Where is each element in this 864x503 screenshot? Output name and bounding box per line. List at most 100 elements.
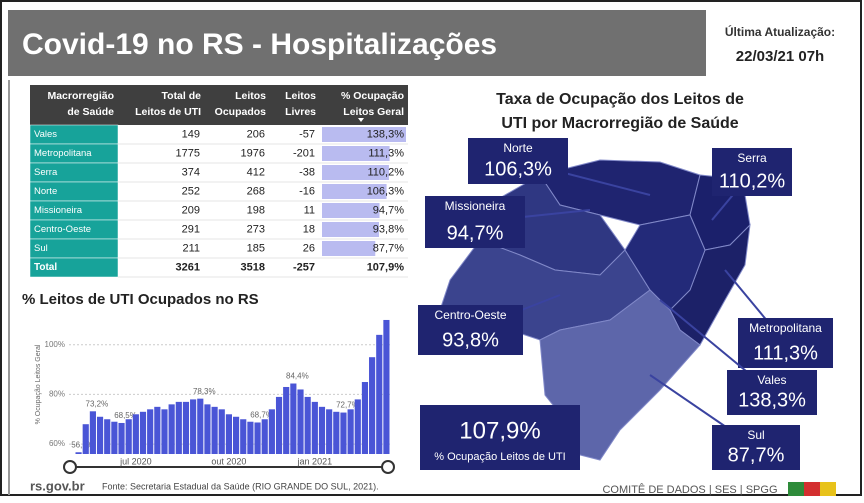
sort-icon [358,118,364,122]
cell: 3261 [176,261,200,273]
value-label: 56,7% [71,440,94,449]
table-header [30,85,408,125]
region-box [418,305,523,355]
bar [182,401,190,454]
column-header: Ocupados [215,106,267,118]
flag-stripe [804,482,820,496]
region-value: 87,7% [728,444,785,466]
cell: 11 [304,204,315,216]
bar [82,424,89,454]
cell: 198 [247,204,265,216]
column-header: de Saúde [67,106,114,118]
cell: 412 [247,166,265,178]
region-box [425,196,525,248]
pct-bar [322,127,406,142]
bar [340,412,347,454]
cell: 185 [247,242,265,254]
bar [96,416,104,454]
region-name: Vales [757,373,786,387]
bar [254,422,261,454]
slider-handle[interactable] [381,460,395,474]
bar [89,411,96,454]
left-rule [8,80,10,495]
flag-stripe [788,482,804,496]
bar [197,398,204,454]
region-name: Sul [34,243,48,254]
bar [104,419,111,454]
bar [326,409,333,454]
update-label: Última Atualização: [725,24,835,39]
column-header: Total de [162,90,202,102]
bar [383,319,390,454]
y-tick-label: 60% [49,439,65,448]
bar [190,399,197,454]
bar [376,334,383,454]
bar [225,414,232,454]
column-header: % Ocupação [341,90,404,102]
value-label: 72,7% [336,401,359,410]
map-title: Taxa de Ocupação dos Leitos de UTI por Ma… [496,91,744,132]
pct-bar [322,222,379,237]
region-value: 138,3% [738,389,806,411]
cell: 1976 [241,147,265,159]
bar [261,419,268,454]
bar [161,409,168,454]
cell: -16 [299,185,315,197]
region-name: Serra [737,151,767,165]
pct-cell: 138,3% [367,128,405,140]
region-box [727,370,817,415]
column-header: Leitos de UTI [135,106,201,118]
column-header: Macrorregião [47,90,114,102]
bar [318,406,326,454]
bar [233,416,240,454]
region-name: Centro-Oeste [434,308,506,322]
region-value: 111,3% [753,342,818,364]
region-name: Total [34,262,57,273]
cell: 252 [182,185,200,197]
column-header: Livres [285,106,316,118]
bar [125,419,132,454]
region-name: Metropolitana [34,148,92,159]
cell: 374 [182,166,200,178]
region-name: Missioneira [445,199,506,213]
pct-cell: 87,7% [373,242,404,254]
bar [361,382,369,454]
column-header: Leitos [235,90,266,102]
bar [297,389,304,454]
bar [168,404,175,454]
y-tick-label: 100% [45,340,65,349]
y-tick-label: 80% [49,390,65,399]
value-label: 84,4% [286,372,309,381]
bar [333,411,340,454]
bar [175,401,182,454]
bar [311,401,318,454]
bar [354,399,361,454]
cell: 26 [303,242,315,254]
cell: 206 [247,128,265,140]
pct-bar [322,184,387,199]
region-name: Missioneira [34,205,83,216]
pct-cell: 94,7% [373,204,404,216]
pct-cell: 110,2% [368,166,405,178]
pct-cell: 93,8% [373,223,404,235]
value-label: 78,3% [193,387,216,396]
column-header: Leitos [285,90,316,102]
slider-handle[interactable] [63,460,77,474]
bar [111,421,118,454]
bar [347,409,354,454]
cell: -201 [293,147,315,159]
cell: 291 [182,223,200,235]
update-value: 22/03/21 07h [736,48,824,65]
site: rs.gov.br [30,478,85,493]
region-name: Metropolitana [749,321,822,335]
bar [369,357,376,454]
pct-bar [322,241,376,256]
chart-title: % Leitos de UTI Ocupados no RS [22,291,259,308]
region-name: Vales [34,129,57,140]
pct-cell: 111,3% [368,147,404,159]
bar [204,404,211,454]
region-box [738,318,833,368]
cell: -257 [293,261,315,273]
pct-bar [322,165,389,180]
